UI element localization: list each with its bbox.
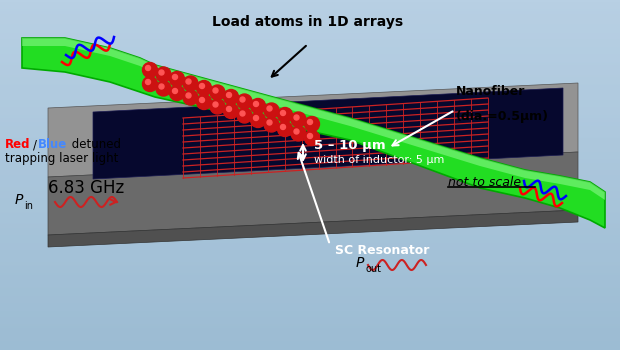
Text: $P$: $P$ xyxy=(14,193,24,207)
Text: SC Resonator: SC Resonator xyxy=(335,244,430,257)
Polygon shape xyxy=(48,210,578,247)
Circle shape xyxy=(254,102,259,106)
Circle shape xyxy=(183,90,198,105)
Circle shape xyxy=(291,112,306,127)
Text: trapping laser light: trapping laser light xyxy=(5,152,118,165)
Polygon shape xyxy=(48,83,578,177)
Circle shape xyxy=(210,85,225,100)
Text: (dia.=0.5μm): (dia.=0.5μm) xyxy=(456,110,549,123)
Circle shape xyxy=(267,106,272,111)
Circle shape xyxy=(226,106,231,112)
Text: 5 – 10 μm: 5 – 10 μm xyxy=(314,139,386,152)
Polygon shape xyxy=(93,88,563,179)
Polygon shape xyxy=(48,152,578,235)
Text: width of inductor: 5 μm: width of inductor: 5 μm xyxy=(314,155,445,165)
Circle shape xyxy=(143,77,157,91)
Text: not to scale: not to scale xyxy=(448,175,521,189)
Circle shape xyxy=(146,79,151,84)
Polygon shape xyxy=(22,38,605,200)
Circle shape xyxy=(294,129,299,134)
Circle shape xyxy=(240,111,245,116)
Text: Load atoms in 1D arrays: Load atoms in 1D arrays xyxy=(213,15,404,29)
Text: Nanofiber: Nanofiber xyxy=(456,85,525,98)
Circle shape xyxy=(304,131,319,146)
Circle shape xyxy=(156,81,171,96)
Circle shape xyxy=(264,103,279,118)
Text: Blue: Blue xyxy=(38,138,67,151)
Circle shape xyxy=(280,125,285,130)
Circle shape xyxy=(240,97,245,102)
Circle shape xyxy=(213,102,218,107)
Text: detuned: detuned xyxy=(68,138,121,151)
Circle shape xyxy=(223,104,239,119)
Circle shape xyxy=(291,126,306,141)
Circle shape xyxy=(237,94,252,109)
Circle shape xyxy=(159,70,164,75)
Circle shape xyxy=(159,84,164,89)
Circle shape xyxy=(237,108,252,123)
Text: /: / xyxy=(33,138,37,151)
Circle shape xyxy=(294,115,299,120)
Circle shape xyxy=(197,94,211,110)
Circle shape xyxy=(226,92,231,98)
Circle shape xyxy=(169,85,185,100)
Circle shape xyxy=(183,76,198,91)
Text: 6.83 GHz: 6.83 GHz xyxy=(48,179,124,197)
Circle shape xyxy=(267,120,272,125)
Circle shape xyxy=(278,107,293,122)
Circle shape xyxy=(264,117,279,132)
Circle shape xyxy=(200,98,205,103)
Circle shape xyxy=(210,99,225,114)
Circle shape xyxy=(146,65,151,70)
Circle shape xyxy=(169,71,185,86)
Circle shape xyxy=(308,133,312,139)
Circle shape xyxy=(254,116,259,120)
Circle shape xyxy=(304,117,319,132)
Circle shape xyxy=(213,88,218,93)
Circle shape xyxy=(197,80,211,96)
Circle shape xyxy=(223,90,239,105)
Polygon shape xyxy=(22,38,605,228)
Circle shape xyxy=(250,98,265,113)
Circle shape xyxy=(143,63,157,77)
Circle shape xyxy=(186,93,191,98)
Circle shape xyxy=(308,119,312,125)
Text: out: out xyxy=(365,264,381,274)
Circle shape xyxy=(172,75,177,79)
Text: in: in xyxy=(24,201,33,211)
Circle shape xyxy=(200,84,205,89)
Circle shape xyxy=(186,79,191,84)
Circle shape xyxy=(250,112,265,127)
Circle shape xyxy=(278,121,293,136)
Text: $P$: $P$ xyxy=(355,256,365,270)
Text: Red: Red xyxy=(5,138,30,151)
Circle shape xyxy=(280,111,285,116)
Circle shape xyxy=(156,67,171,82)
Circle shape xyxy=(172,89,177,93)
